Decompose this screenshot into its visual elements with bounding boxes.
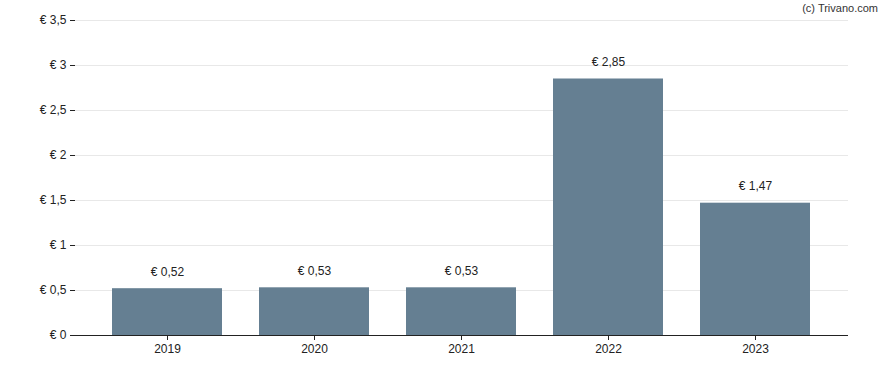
svg-text:€ 1,47: € 1,47 [739,179,773,193]
svg-text:€ 0,5: € 0,5 [40,283,67,297]
svg-text:€ 2: € 2 [50,148,67,162]
svg-text:€ 0,53: € 0,53 [298,264,332,278]
html-text:(c) Trivano.com: (c) Trivano.com [802,2,878,14]
svg-text:€ 0,53: € 0,53 [445,264,479,278]
svg-text:€ 3,5: € 3,5 [40,13,67,27]
svg-text:2023: 2023 [742,342,769,356]
svg-text:€ 2,85: € 2,85 [592,55,626,69]
svg-text:€ 0: € 0 [50,328,67,342]
svg-text:€ 2,5: € 2,5 [40,103,67,117]
svg-text:€ 3: € 3 [50,58,67,72]
svg-text:2019: 2019 [154,342,181,356]
svg-text:€ 1,5: € 1,5 [40,193,67,207]
svg-text:2021: 2021 [448,342,475,356]
svg-text:2022: 2022 [595,342,622,356]
svg-text:€ 0,52: € 0,52 [151,265,185,279]
svg-text:2020: 2020 [301,342,328,356]
svg-text:€ 1: € 1 [50,238,67,252]
